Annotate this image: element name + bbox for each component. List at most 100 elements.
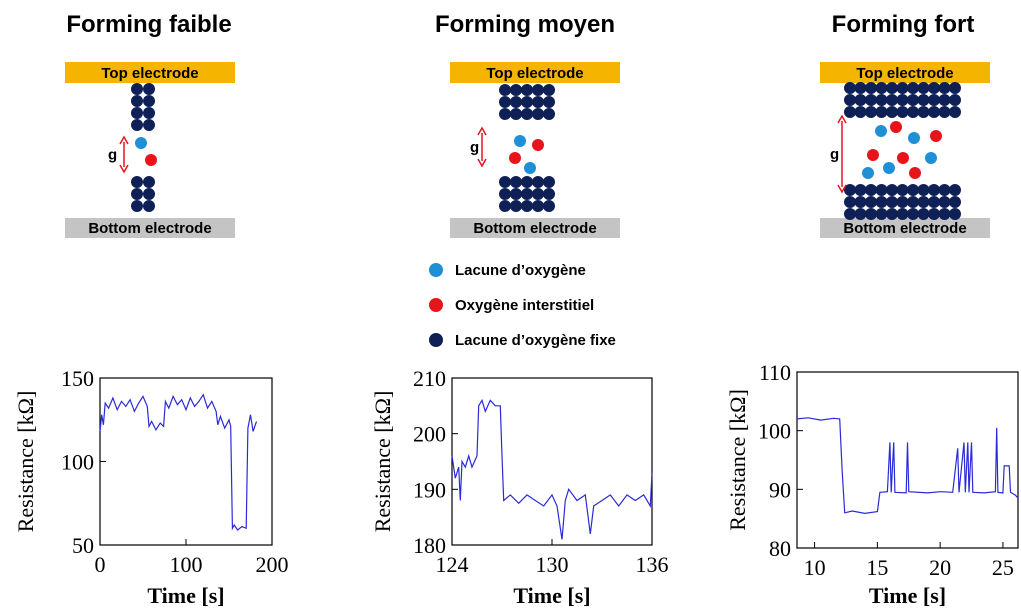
particle xyxy=(949,208,961,220)
particle xyxy=(907,184,919,196)
x-tick-label: 10 xyxy=(804,555,826,580)
particle xyxy=(865,82,877,94)
top-electrode-label: Top electrode xyxy=(856,65,953,82)
particle xyxy=(907,196,919,208)
particle xyxy=(867,149,879,161)
bottom-electrode-label: Bottom electrode xyxy=(88,220,211,237)
particle xyxy=(928,82,940,94)
particle xyxy=(543,96,555,108)
particle xyxy=(499,108,511,120)
top-electrode-label: Top electrode xyxy=(101,65,198,82)
particle xyxy=(854,208,867,220)
particle xyxy=(131,176,143,188)
particle xyxy=(131,83,143,95)
data-line xyxy=(796,417,1019,515)
bottom-electrode xyxy=(450,218,620,238)
particle xyxy=(928,184,940,196)
x-axis-label: Time [s] xyxy=(513,583,590,608)
particle xyxy=(890,121,902,133)
particle xyxy=(938,94,951,106)
particle xyxy=(499,96,511,108)
particle xyxy=(917,94,930,106)
particle xyxy=(875,125,887,137)
particle xyxy=(143,95,155,107)
particle xyxy=(949,82,961,94)
particle xyxy=(938,82,951,94)
panel-title: Forming faible xyxy=(66,11,231,38)
particle xyxy=(854,184,867,196)
top-electrode xyxy=(820,62,990,83)
particle xyxy=(532,96,544,108)
particle xyxy=(543,200,555,212)
particle xyxy=(499,200,511,212)
particle xyxy=(930,130,942,142)
particle xyxy=(928,106,940,118)
particle xyxy=(886,106,898,118)
arrow-head xyxy=(119,135,129,174)
gap-label: g xyxy=(108,147,117,164)
particle xyxy=(875,196,888,208)
particle xyxy=(131,200,143,212)
legend-label: Lacune d’oxygène fixe xyxy=(455,332,616,349)
particle xyxy=(938,184,951,196)
y-axis-label: Resistance [kΩ] xyxy=(725,389,750,531)
particle xyxy=(514,135,526,147)
particle xyxy=(143,188,155,200)
particle xyxy=(949,184,961,196)
y-tick-label: 100 xyxy=(758,419,791,444)
particle xyxy=(917,184,930,196)
plot-frame xyxy=(796,371,1019,549)
particle xyxy=(949,94,961,106)
particle xyxy=(135,137,147,149)
x-tick-label: 20 xyxy=(929,555,951,580)
particle xyxy=(907,208,919,220)
particle xyxy=(854,82,867,94)
particle xyxy=(909,167,921,179)
data-line xyxy=(99,393,258,531)
particle xyxy=(865,106,877,118)
arrow-head xyxy=(477,126,487,168)
particle xyxy=(145,154,157,166)
arrow-head xyxy=(837,114,847,194)
particle xyxy=(143,119,155,131)
particle xyxy=(917,196,930,208)
particle xyxy=(499,84,511,96)
particle xyxy=(928,94,940,106)
legend-marker xyxy=(429,298,443,312)
y-tick-label: 90 xyxy=(769,477,791,502)
particle xyxy=(938,196,951,208)
particle xyxy=(844,184,856,196)
particle xyxy=(131,188,143,200)
particle xyxy=(510,84,522,96)
x-tick-label: 200 xyxy=(256,552,289,577)
particle xyxy=(907,82,919,94)
particle xyxy=(865,208,877,220)
particle xyxy=(883,162,895,174)
particle xyxy=(896,184,909,196)
particle xyxy=(875,106,888,118)
particle xyxy=(865,196,877,208)
particle xyxy=(917,208,930,220)
particle xyxy=(131,119,143,131)
y-tick-label: 150 xyxy=(61,366,94,391)
particle xyxy=(886,82,898,94)
particle xyxy=(521,96,533,108)
particle xyxy=(908,132,920,144)
particle xyxy=(854,94,867,106)
x-tick-label: 15 xyxy=(866,555,888,580)
particle xyxy=(532,200,544,212)
bottom-electrode xyxy=(65,218,235,238)
data-line xyxy=(451,398,653,540)
particle xyxy=(143,83,155,95)
bottom-electrode xyxy=(820,218,990,238)
particle xyxy=(510,108,522,120)
x-tick-label: 124 xyxy=(436,552,469,577)
particle xyxy=(875,94,888,106)
particle xyxy=(886,94,898,106)
particle xyxy=(928,196,940,208)
particle xyxy=(896,82,909,94)
particle xyxy=(886,184,898,196)
particle xyxy=(499,188,511,200)
particle xyxy=(143,176,155,188)
legend-label: Lacune d’oxygène xyxy=(455,262,586,279)
